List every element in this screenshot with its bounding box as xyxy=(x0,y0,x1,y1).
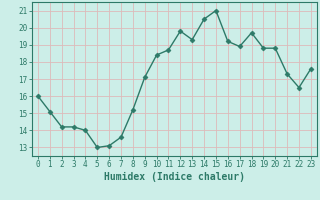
X-axis label: Humidex (Indice chaleur): Humidex (Indice chaleur) xyxy=(104,172,245,182)
